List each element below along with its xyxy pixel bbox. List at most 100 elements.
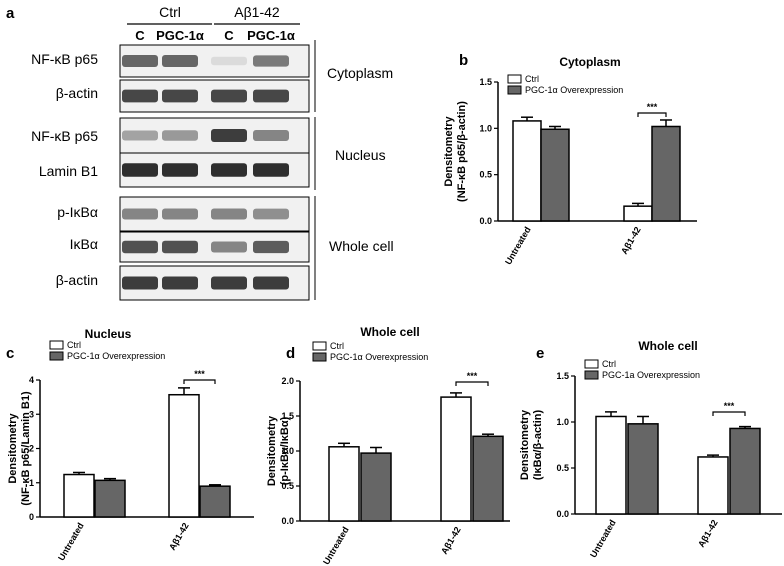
legend-label: Ctrl bbox=[67, 340, 81, 350]
y-tick-label: 3 bbox=[29, 409, 34, 419]
blot-band bbox=[122, 208, 158, 220]
bar-chart-e: e Whole cell 0.0 0.5 1.0 1.5 Densitometry (IκBα… bbox=[519, 339, 782, 559]
y-tick-label: 1.0 bbox=[556, 417, 569, 427]
bar-ctrl-abeta bbox=[440, 396, 472, 522]
bar-ctrl-untreated bbox=[63, 473, 95, 518]
bar-pgc-abeta bbox=[199, 485, 231, 518]
blot-band bbox=[122, 89, 158, 103]
blot-band bbox=[211, 56, 247, 66]
bar-ctrl-untreated bbox=[595, 415, 627, 515]
bar-pgc-untreated bbox=[540, 128, 570, 222]
x-category-label: Untreated bbox=[321, 525, 351, 566]
chart-title: Nucleus bbox=[85, 327, 132, 341]
bar-ctrl-abeta bbox=[697, 456, 729, 515]
y-tick-label: 0.0 bbox=[479, 216, 492, 226]
blot-band bbox=[162, 130, 198, 141]
legend-label: Ctrl bbox=[330, 341, 344, 351]
chart-title: Whole cell bbox=[638, 339, 697, 353]
western-blot-panel: a Ctrl Aβ1-42 C PGC-1α C PGC-1α NF-κB p6… bbox=[6, 4, 394, 301]
legend-label: Ctrl bbox=[525, 74, 539, 84]
panel-label-d: d bbox=[286, 345, 295, 362]
blot-band bbox=[122, 163, 158, 177]
lane-header-2: PGC-1α bbox=[156, 28, 204, 43]
blot-band bbox=[253, 89, 289, 103]
blot-band bbox=[253, 163, 289, 177]
panel-label-e: e bbox=[536, 345, 544, 362]
bar-chart-c: c Nucleus 0 1 2 3 4 Densitometry (NF-κB p65/Lami… bbox=[6, 327, 254, 562]
y-tick-label: 0.5 bbox=[479, 170, 492, 180]
bar-pgc-untreated bbox=[360, 452, 392, 522]
y-axis-label: (IκBα/β-actin) bbox=[532, 410, 544, 481]
y-tick-label: 4 bbox=[29, 375, 34, 385]
bar-ctrl-untreated bbox=[512, 120, 542, 222]
legend-label: PGC-1α Overexpression bbox=[525, 85, 623, 95]
y-tick-label: 1.0 bbox=[281, 446, 294, 456]
bar-chart-b: b Cytoplasm 0.0 0.5 1.0 1.5 Densitometry (NF-κB… bbox=[443, 52, 697, 266]
fraction-label-nucleus: Nucleus bbox=[335, 147, 386, 163]
significance-bracket bbox=[455, 381, 489, 386]
y-axis-label: Densitometry bbox=[519, 409, 531, 480]
legend-label: PGC-1a Overexpression bbox=[602, 370, 700, 380]
y-tick-label: 0.5 bbox=[556, 463, 569, 473]
y-tick-label: 1.5 bbox=[556, 371, 569, 381]
blot-band bbox=[211, 128, 247, 143]
blot-band bbox=[211, 208, 247, 220]
bar-ctrl-abeta bbox=[623, 205, 653, 222]
bar-pgc-untreated bbox=[627, 423, 659, 515]
lane-header-1: C bbox=[135, 28, 145, 43]
bar-chart-d: d Whole cell 0.0 0.5 1.0 1.5 2.0 Densitometry (p… bbox=[266, 325, 510, 566]
blot-band bbox=[162, 55, 198, 67]
y-axis-label: Densitometry bbox=[443, 115, 455, 186]
panel-label-c: c bbox=[6, 345, 14, 362]
y-axis-label: (NF-κB p65/Lamin B1) bbox=[20, 391, 32, 506]
legend-swatch-pgc bbox=[312, 352, 327, 362]
legend-swatch-pgc bbox=[49, 351, 64, 361]
bar-pgc-abeta bbox=[729, 427, 761, 515]
blot-band bbox=[253, 240, 289, 254]
fraction-label-cytoplasm: Cytoplasm bbox=[327, 65, 393, 81]
blot-band bbox=[162, 208, 198, 220]
panel-label-a: a bbox=[6, 5, 15, 22]
significance-marker: *** bbox=[724, 401, 735, 411]
blot-row-label: β-actin bbox=[56, 85, 98, 101]
group-header-ctrl: Ctrl bbox=[159, 4, 181, 20]
blot-row-label: p-IκBα bbox=[57, 204, 98, 220]
y-axis-label: Densitometry bbox=[7, 412, 19, 483]
y-tick-label: 0.0 bbox=[556, 509, 569, 519]
legend-label: Ctrl bbox=[602, 359, 616, 369]
blot-band bbox=[253, 276, 289, 290]
bar-pgc-untreated bbox=[94, 479, 126, 518]
blot-row-label: β-actin bbox=[56, 272, 98, 288]
significance-bracket bbox=[637, 112, 667, 117]
legend-swatch-pgc bbox=[507, 85, 522, 95]
bar-ctrl-untreated bbox=[328, 446, 360, 522]
y-tick-label: 1.5 bbox=[479, 77, 492, 87]
blot-band bbox=[211, 241, 247, 253]
bar-pgc-abeta bbox=[651, 125, 681, 222]
chart-title: Whole cell bbox=[360, 325, 419, 339]
group-header-abeta: Aβ1-42 bbox=[234, 4, 280, 20]
x-category-label: Aβ1-42 bbox=[167, 521, 191, 552]
blot-band bbox=[162, 163, 198, 177]
y-tick-label: 1.0 bbox=[479, 123, 492, 133]
chart-title: Cytoplasm bbox=[559, 55, 620, 69]
blot-row-label: NF-κB p65 bbox=[31, 128, 98, 144]
y-tick-label: 1.5 bbox=[281, 411, 294, 421]
panel-label-b: b bbox=[459, 52, 468, 69]
significance-marker: *** bbox=[467, 371, 478, 381]
legend-swatch-ctrl bbox=[584, 359, 599, 369]
blot-band bbox=[253, 55, 289, 67]
y-tick-label: 0.0 bbox=[281, 516, 294, 526]
blot-band bbox=[253, 208, 289, 220]
y-tick-label: 0.5 bbox=[281, 481, 294, 491]
y-axis-label: (p-IκBα/IκBα) bbox=[279, 416, 291, 485]
blot-strips bbox=[119, 44, 310, 301]
legend-swatch-ctrl bbox=[507, 74, 522, 84]
legend-swatch-ctrl bbox=[312, 341, 327, 351]
y-axis-label: Densitometry bbox=[266, 415, 278, 486]
x-category-label: Untreated bbox=[588, 518, 618, 559]
y-tick-label: 2.0 bbox=[281, 376, 294, 386]
lane-header-4: PGC-1α bbox=[247, 28, 295, 43]
x-category-label: Aβ1-42 bbox=[439, 525, 463, 556]
